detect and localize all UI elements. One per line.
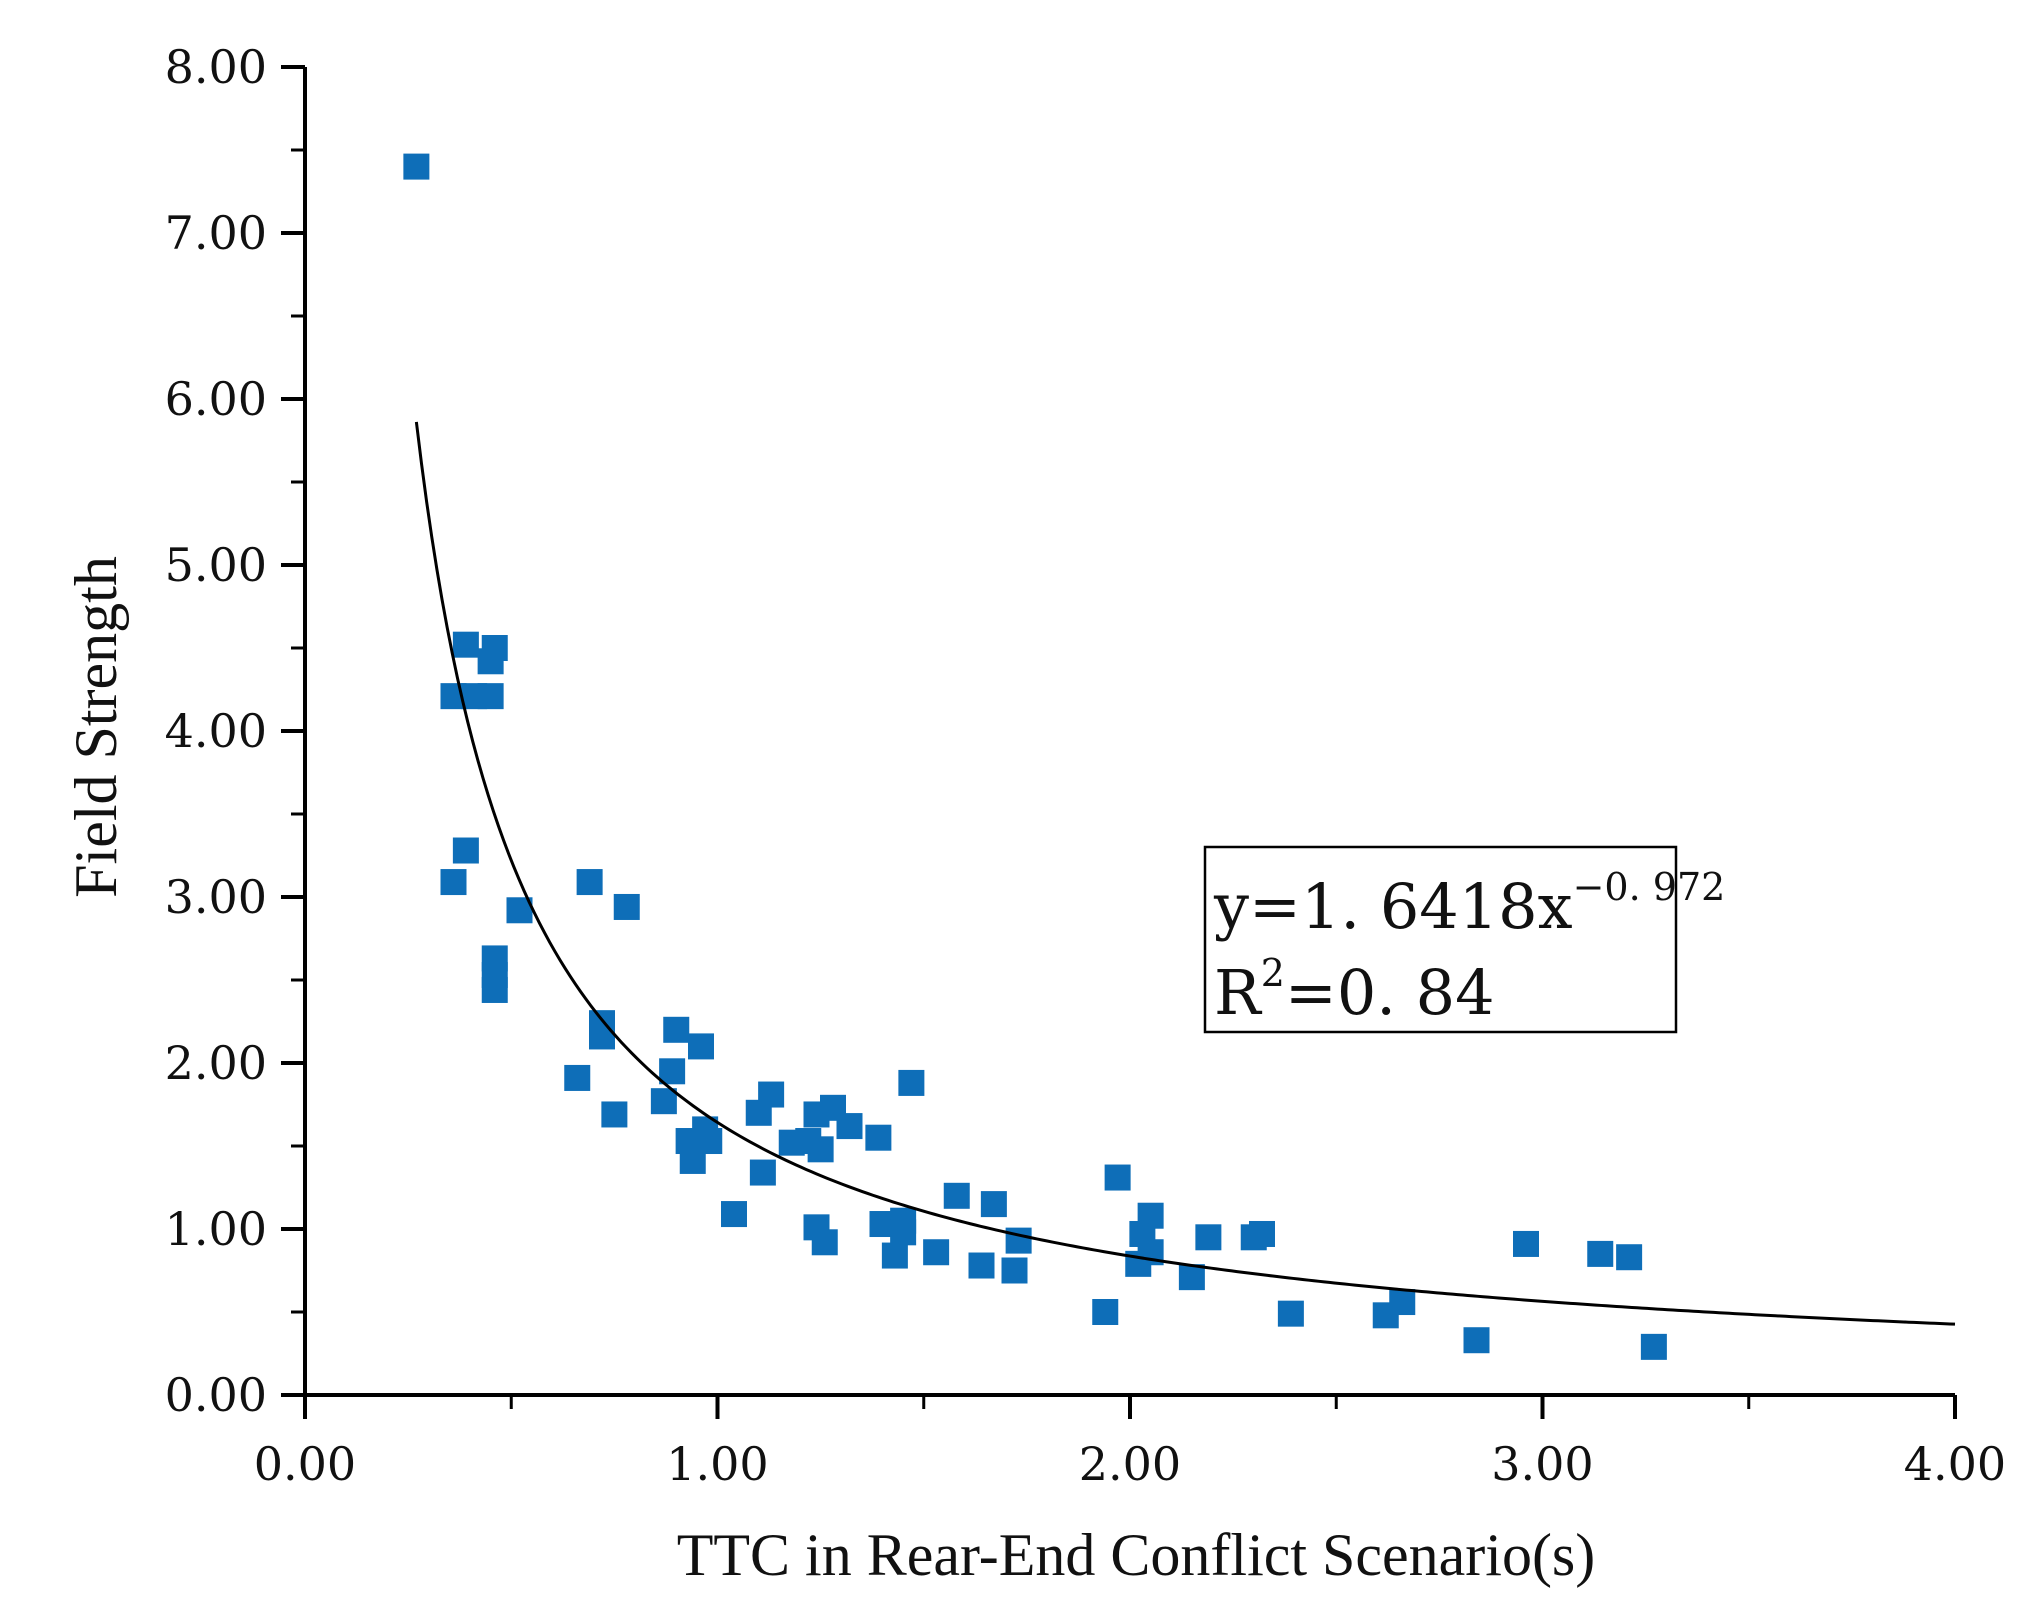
r-squared-text: R2=0. 84	[1214, 951, 1495, 1029]
equation-box-frame	[1203, 845, 1678, 1034]
y-major-ticks	[281, 65, 305, 1397]
data-point	[898, 1069, 925, 1096]
data-point	[836, 1113, 863, 1140]
data-point	[1195, 1224, 1222, 1251]
x-axis-title: TTC in Rear-End Conflict Scenario(s)	[677, 1522, 1596, 1588]
y-tick-label: 5.00	[165, 538, 267, 592]
data-point	[688, 1033, 714, 1060]
data-point	[980, 1191, 1007, 1218]
equation-prefix: y=1. 6418x	[1213, 870, 1573, 943]
x-tick-labels: 0.00 1.00 2.00 3.00 4.00	[254, 1437, 2006, 1491]
data-point	[403, 153, 430, 180]
data-point	[1249, 1220, 1275, 1247]
data-point	[452, 837, 479, 864]
data-point	[745, 1099, 772, 1126]
data-point	[477, 648, 504, 675]
data-point	[1640, 1333, 1667, 1360]
y-tick-label: 6.00	[165, 372, 267, 426]
r-squared-exponent: 2	[1261, 951, 1285, 995]
data-point	[1277, 1300, 1304, 1327]
data-point	[1463, 1327, 1490, 1354]
data-point	[881, 1242, 908, 1269]
data-points	[403, 153, 1667, 1360]
y-tick-label: 2.00	[165, 1036, 267, 1090]
data-point	[1389, 1289, 1416, 1316]
x-major-ticks	[303, 1395, 1957, 1419]
y-tick-label: 7.00	[165, 206, 267, 260]
x-minor-ticks	[509, 1395, 1751, 1409]
r-squared-base: R	[1214, 956, 1263, 1029]
r-squared-value: =0. 84	[1285, 956, 1495, 1029]
data-point	[452, 631, 479, 658]
data-point	[477, 683, 504, 710]
data-point	[890, 1219, 917, 1246]
data-point	[659, 1058, 686, 1085]
data-point	[1513, 1230, 1539, 1257]
data-point	[1104, 1164, 1131, 1191]
data-point	[721, 1201, 747, 1228]
y-axis-title: Field Strength	[63, 556, 129, 898]
data-point	[865, 1124, 892, 1151]
data-point	[1137, 1202, 1164, 1229]
x-tick-label: 0.00	[254, 1437, 356, 1491]
data-point	[807, 1136, 834, 1163]
data-point	[1178, 1264, 1205, 1291]
equation-exponent: −0. 972	[1573, 865, 1726, 909]
data-point	[811, 1229, 838, 1256]
y-minor-ticks	[291, 148, 305, 1314]
power-fit-curve	[414, 421, 1956, 1326]
data-point	[1001, 1257, 1028, 1284]
data-point	[650, 1088, 677, 1115]
data-point	[943, 1182, 970, 1209]
y-tick-label: 0.00	[165, 1368, 267, 1422]
equation-text: y=1. 6418x−0. 972	[1213, 865, 1725, 943]
fit-equation-box: y=1. 6418x−0. 972 R2=0. 84	[1203, 845, 1725, 1034]
x-tick-label: 3.00	[1491, 1437, 1593, 1491]
data-point	[968, 1252, 995, 1279]
data-point	[589, 1023, 615, 1050]
data-point	[1587, 1240, 1614, 1267]
data-point	[440, 869, 467, 896]
y-tick-label: 3.00	[165, 870, 267, 924]
data-point	[564, 1064, 591, 1091]
x-tick-label: 2.00	[1079, 1437, 1181, 1491]
y-tick-labels: 0.00 1.00 2.00 3.00 4.00 5.00 6.00 7.00 8.00	[165, 40, 267, 1422]
data-point	[481, 976, 508, 1003]
data-point	[923, 1239, 950, 1266]
y-tick-label: 1.00	[165, 1202, 267, 1256]
data-point	[1616, 1244, 1643, 1271]
data-point	[663, 1016, 690, 1043]
data-point	[613, 893, 640, 920]
data-point	[576, 869, 603, 896]
data-point	[749, 1159, 776, 1186]
data-point	[679, 1147, 706, 1174]
data-point	[601, 1101, 628, 1128]
x-tick-label: 4.00	[1904, 1437, 2006, 1491]
y-tick-label: 8.00	[165, 40, 267, 94]
data-point	[1092, 1299, 1119, 1325]
x-tick-label: 1.00	[666, 1437, 768, 1491]
y-tick-label: 4.00	[165, 704, 267, 758]
